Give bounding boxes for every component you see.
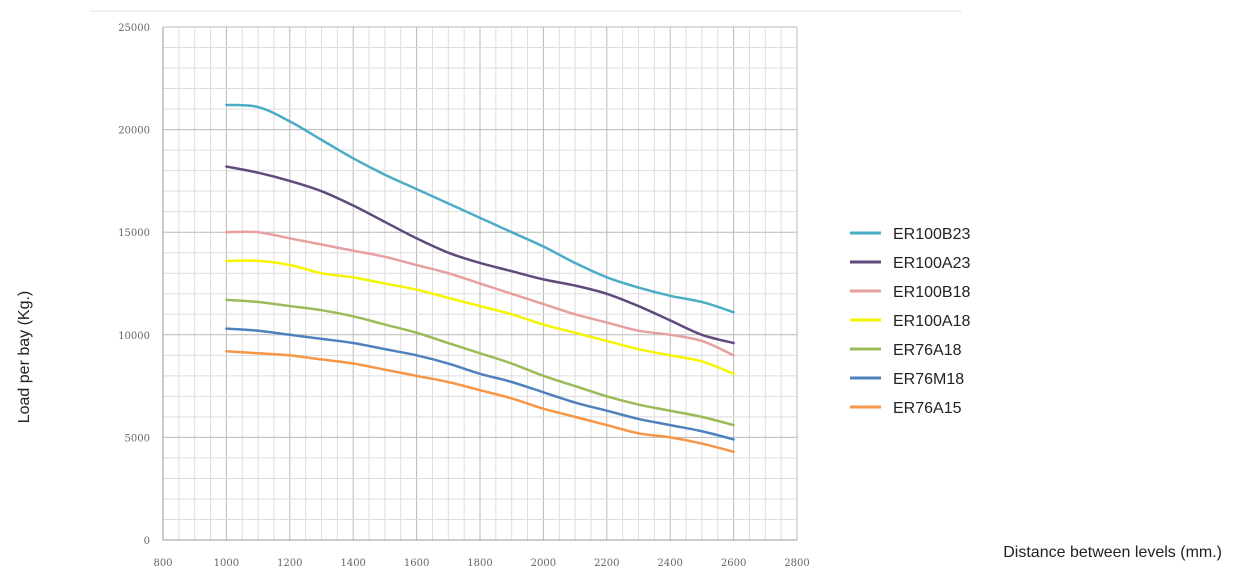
y-tick-label: 20000 [118, 126, 150, 137]
x-tick-label: 1600 [404, 558, 429, 569]
y-tick-label: 25000 [118, 23, 150, 34]
x-tick-label: 1400 [340, 558, 365, 569]
series-line-er100a18 [225, 259, 735, 376]
series-line-er76a18 [225, 298, 735, 427]
x-tick-label: 800 [153, 558, 172, 569]
y-tick-label: 0 [144, 536, 150, 547]
y-tick-label: 5000 [125, 433, 150, 444]
series-line-er76a15 [225, 349, 735, 454]
x-tick-label: 2600 [721, 558, 746, 569]
legend-label: ER100A23 [893, 255, 970, 272]
legend-label: ER76M18 [893, 371, 964, 388]
x-tick-label: 1800 [467, 558, 492, 569]
x-tick-label: 1000 [214, 558, 239, 569]
legend-label: ER100B18 [893, 284, 970, 301]
legend-label: ER100A18 [893, 313, 970, 330]
x-tick-label: 2000 [531, 558, 556, 569]
y-tick-label: 10000 [118, 331, 150, 342]
series-line-er100b18 [225, 230, 735, 357]
axes: 800 1000 1200 1400 1600 1800 2000 2200 2400 2600 2… [118, 23, 810, 569]
y-tick-label: 15000 [118, 228, 150, 239]
x-tick-label: 2200 [594, 558, 619, 569]
legend-label: ER76A15 [893, 400, 962, 417]
gridlines [162, 26, 798, 541]
legend: ER100B23 ER100A23 ER100B18 ER100A18 ER76A18 E… [850, 226, 970, 417]
legend-label: ER100B23 [893, 226, 970, 243]
x-tick-label: 2800 [784, 558, 809, 569]
series-line-er100a23 [225, 165, 735, 345]
y-axis-title: Load per bay (Kg.) [16, 291, 33, 424]
series-line-er100b23 [225, 103, 735, 314]
series-lines [225, 103, 735, 454]
x-tick-label: 1200 [277, 558, 302, 569]
x-axis-title: Distance between levels (mm.) [1003, 544, 1222, 561]
legend-label: ER76A18 [893, 342, 962, 359]
x-tick-label: 2400 [657, 558, 682, 569]
series-line-er76m18 [225, 327, 735, 441]
